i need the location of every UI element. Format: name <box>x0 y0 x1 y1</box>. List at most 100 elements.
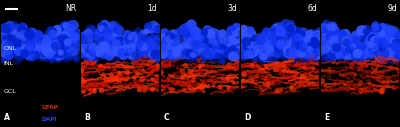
Point <box>363 30 369 32</box>
Point <box>174 50 180 52</box>
Point <box>219 33 226 35</box>
Point <box>17 57 23 59</box>
Point <box>235 49 241 51</box>
Point <box>359 57 365 59</box>
Point <box>55 39 62 41</box>
Point <box>370 24 377 26</box>
Point <box>204 52 210 54</box>
Point <box>130 49 136 51</box>
Point <box>357 53 364 55</box>
Point <box>132 35 138 37</box>
Point <box>11 51 18 53</box>
Point <box>54 41 60 43</box>
Point <box>161 31 168 33</box>
Point <box>194 57 201 59</box>
Point <box>239 53 245 55</box>
Point <box>48 53 54 55</box>
Point <box>74 44 80 46</box>
Point <box>228 47 234 49</box>
Point <box>275 48 282 50</box>
Point <box>392 34 398 36</box>
Point <box>219 41 226 43</box>
Point <box>179 45 186 47</box>
Point <box>165 77 172 79</box>
Point <box>2 28 8 30</box>
Point <box>371 39 377 41</box>
Point <box>143 30 149 33</box>
Point <box>64 54 70 56</box>
Point <box>354 51 360 53</box>
Point <box>30 50 36 52</box>
Point <box>6 50 12 52</box>
Point <box>136 35 142 37</box>
Point <box>46 35 52 37</box>
Point <box>384 30 390 32</box>
Point <box>140 45 146 47</box>
Point <box>70 51 76 53</box>
Point <box>290 27 296 29</box>
Point <box>86 54 92 57</box>
Point <box>226 49 232 51</box>
Point <box>307 35 313 37</box>
Point <box>262 60 269 62</box>
Point <box>167 46 173 48</box>
Point <box>142 54 149 57</box>
Point <box>236 46 242 48</box>
Point <box>31 48 37 50</box>
Point <box>366 48 372 50</box>
Point <box>52 45 58 47</box>
Point <box>132 53 138 55</box>
Point <box>263 38 270 40</box>
Point <box>173 48 179 50</box>
Point <box>116 72 122 74</box>
Point <box>223 43 230 45</box>
Point <box>304 41 310 43</box>
Point <box>360 52 367 54</box>
Point <box>218 50 224 52</box>
Point <box>309 53 316 55</box>
Point <box>369 47 376 49</box>
Point <box>105 30 112 32</box>
Point <box>170 55 177 58</box>
Point <box>28 55 34 57</box>
Point <box>357 81 364 83</box>
Point <box>264 67 270 69</box>
Point <box>232 49 239 51</box>
Point <box>216 36 222 38</box>
Point <box>293 40 300 42</box>
Point <box>246 43 252 45</box>
Point <box>337 49 343 51</box>
Point <box>34 33 40 35</box>
Point <box>102 39 108 41</box>
Point <box>1 48 8 50</box>
Point <box>54 38 60 40</box>
Point <box>158 71 164 73</box>
Point <box>264 31 270 33</box>
Point <box>234 58 241 60</box>
Point <box>322 27 329 29</box>
Point <box>302 42 308 44</box>
Point <box>392 42 399 44</box>
Point <box>54 53 61 55</box>
Point <box>216 86 222 88</box>
Point <box>234 37 240 39</box>
Point <box>62 45 68 47</box>
Point <box>245 32 252 34</box>
Point <box>375 27 381 29</box>
Point <box>304 47 310 49</box>
Point <box>395 54 400 56</box>
Point <box>292 45 298 47</box>
Point <box>196 42 202 44</box>
Point <box>260 50 267 52</box>
Point <box>282 30 288 32</box>
Point <box>28 52 34 54</box>
Point <box>253 58 260 60</box>
Point <box>282 40 288 42</box>
Point <box>205 54 211 56</box>
Point <box>222 47 229 49</box>
Point <box>321 50 328 52</box>
Point <box>54 27 60 29</box>
Point <box>190 32 196 34</box>
Point <box>107 26 114 28</box>
Point <box>224 40 230 42</box>
